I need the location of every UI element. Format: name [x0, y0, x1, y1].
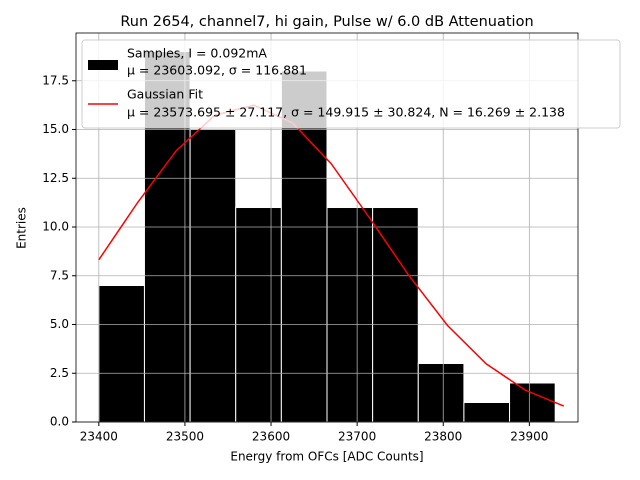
y-tick-label: 5.0	[50, 317, 69, 331]
chart-title: Run 2654, channel7, hi gain, Pulse w/ 6.…	[120, 14, 533, 30]
bar	[463, 402, 511, 423]
legend-swatch	[88, 60, 118, 70]
y-tick-label: 17.5	[42, 73, 69, 87]
y-tick-label: 7.5	[50, 268, 69, 282]
y-tick-label: 12.5	[42, 171, 69, 185]
y-axis-label: Entries	[15, 207, 29, 249]
legend-label: Gaussian Fit	[127, 87, 203, 102]
legend-detail: μ = 23573.695 ± 27.117, σ = 149.915 ± 30…	[127, 105, 565, 120]
x-tick-label: 23600	[252, 430, 290, 444]
y-tick-label: 10.0	[42, 220, 69, 234]
legend-box	[81, 39, 621, 129]
x-tick-label: 23500	[166, 430, 204, 444]
axes-frame	[75, 32, 579, 423]
legend-detail: μ = 23603.092, σ = 116.881	[127, 63, 307, 78]
x-tick-label: 23700	[338, 430, 376, 444]
bar	[235, 207, 282, 423]
legend-label: Samples, I = 0.092mA	[127, 46, 267, 61]
bar	[509, 382, 556, 423]
y-tick-label: 2.5	[50, 366, 69, 380]
legend: Samples, I = 0.092mA μ = 23603.092, σ = 1…	[81, 39, 621, 129]
x-axis-label: Energy from OFCs [ADC Counts]	[230, 450, 423, 464]
bar	[98, 285, 145, 423]
x-tick-label: 23400	[80, 430, 118, 444]
bar	[372, 207, 419, 423]
y-tick-label: 15.0	[42, 122, 69, 136]
fit-line	[98, 104, 565, 407]
x-tick-label: 23800	[424, 430, 462, 444]
bar	[417, 363, 465, 423]
bar	[326, 207, 374, 423]
y-tick-label: 0.0	[50, 415, 69, 429]
x-tick-label: 23900	[510, 430, 548, 444]
